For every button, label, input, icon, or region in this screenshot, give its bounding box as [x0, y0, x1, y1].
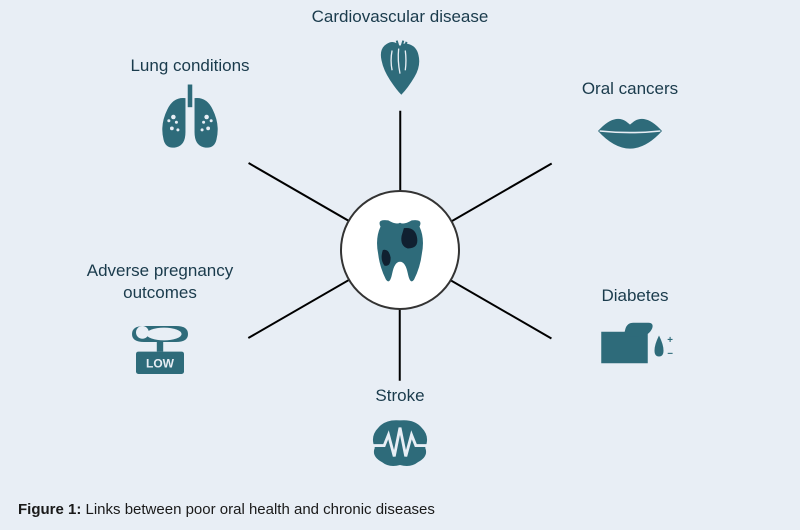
tooth-decay-icon [361, 211, 439, 289]
node-diabetes: Diabetes + − [570, 285, 700, 384]
figure-caption: Figure 1: Links between poor oral health… [18, 501, 435, 518]
heart-icon [367, 34, 433, 100]
node-stroke: Stroke [340, 385, 460, 482]
node-oral: Oral cancers [550, 78, 710, 167]
svg-text:LOW: LOW [146, 357, 175, 371]
node-cardio: Cardiovascular disease [295, 6, 505, 111]
label-oral: Oral cancers [550, 78, 710, 100]
caption-prefix: Figure 1: [18, 501, 81, 518]
lips-icon [590, 106, 670, 156]
label-preg: Adverse pregnancy outcomes [60, 260, 260, 304]
label-cardio: Cardiovascular disease [295, 6, 505, 28]
radial-diagram: Cardiovascular disease Oral cancers Diab… [0, 0, 800, 490]
svg-text:+: + [667, 335, 673, 346]
low-weight-icon: LOW [119, 310, 201, 382]
caption-text: Links between poor oral health and chron… [81, 501, 435, 518]
center-tooth [340, 190, 460, 310]
brain-icon [364, 413, 436, 471]
label-diabetes: Diabetes [570, 285, 700, 307]
lungs-icon [152, 83, 228, 151]
svg-text:−: − [667, 349, 673, 360]
label-stroke: Stroke [340, 385, 460, 407]
node-lung: Lung conditions [100, 55, 280, 162]
label-lung: Lung conditions [100, 55, 280, 77]
node-preg: Adverse pregnancy outcomes LOW [60, 260, 260, 393]
glucose-icon: + − [596, 313, 674, 373]
